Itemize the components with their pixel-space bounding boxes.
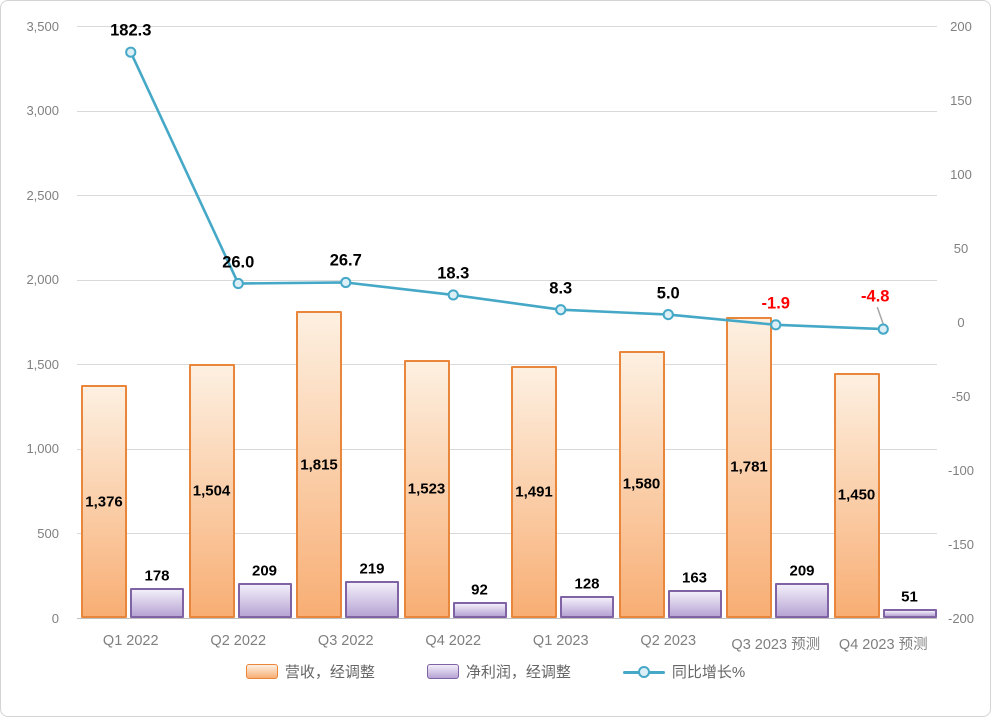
y-axis-tick-right: 100	[950, 166, 972, 182]
x-axis-label: Q4 2023 预测	[838, 637, 928, 653]
revenue-bar-label: 1,781	[730, 458, 768, 476]
x-axis-line	[77, 618, 937, 619]
y-axis-tick-left: 1,500	[26, 356, 59, 372]
revenue-bar	[403, 360, 450, 618]
revenue-bar-label: 1,504	[192, 482, 231, 500]
legend-item-growth: 同比增长%	[622, 661, 746, 682]
gridline	[77, 279, 937, 281]
legend-label: 同比增长%	[671, 664, 746, 681]
revenue-bar-label: 1,450	[837, 486, 876, 504]
net-profit-bar-label: 219	[359, 560, 385, 578]
growth-line-marker	[447, 289, 459, 301]
growth-point-label: 26.0	[222, 253, 255, 272]
legend-item-net-profit: 净利润，经调整	[426, 661, 571, 682]
revenue-bar	[511, 365, 557, 618]
growth-point-label: 182.3	[110, 21, 152, 40]
label-leader-line	[876, 306, 884, 325]
growth-line	[129, 51, 884, 331]
growth-point-label: 5.0	[656, 284, 680, 303]
y-axis-tick-right: 50	[953, 240, 969, 256]
y-axis-tick-right: -100	[947, 462, 975, 478]
net-profit-bar	[345, 580, 399, 618]
net-profit-bar-label: 128	[574, 575, 600, 593]
growth-point-label: -4.8	[861, 287, 890, 306]
revenue-bar	[296, 311, 342, 618]
net-profit-bar	[237, 582, 292, 618]
gridline	[77, 110, 937, 112]
net-profit-bar-label: 209	[251, 562, 278, 580]
x-axis-label: Q3 2022	[317, 633, 374, 649]
revenue-bar	[188, 363, 235, 618]
x-axis-label: Q1 2022	[102, 633, 159, 649]
y-axis-tick-left: 1,000	[26, 441, 59, 457]
revenue-bar-label: 1,376	[85, 493, 123, 511]
net-profit-bar-label: 92	[471, 581, 488, 599]
net-profit-bar	[452, 602, 507, 618]
y-axis-tick-left: 0	[51, 610, 59, 626]
net-profit-bar-label: 163	[681, 569, 708, 587]
legend-label: 营收，经调整	[284, 664, 375, 681]
legend-item-revenue: 营收，经调整	[245, 661, 375, 682]
growth-line-swatch-marker	[637, 665, 650, 678]
net-profit-bar	[560, 596, 614, 618]
x-axis-label: Q1 2023	[532, 633, 589, 649]
net-profit-bar	[667, 590, 722, 618]
net-profit-bar	[130, 587, 184, 618]
y-axis-tick-left: 3,500	[26, 18, 59, 34]
y-axis-tick-right: -150	[947, 536, 975, 552]
y-axis-tick-left: 3,000	[26, 103, 59, 119]
y-axis-tick-right: -50	[951, 388, 971, 404]
gridline	[77, 533, 937, 535]
growth-line-marker	[125, 46, 137, 58]
y-axis-tick-right: 0	[957, 314, 965, 330]
legend-label: 净利润，经调整	[465, 664, 571, 681]
revenue-swatch-icon	[245, 664, 278, 679]
x-axis-label: Q3 2023 预测	[731, 637, 821, 653]
net-profit-bar	[882, 609, 937, 618]
x-axis-label: Q2 2023	[640, 633, 697, 649]
gridline	[77, 448, 937, 450]
growth-point-label: 8.3	[549, 279, 573, 298]
revenue-bar	[81, 385, 127, 618]
gridline	[77, 195, 937, 197]
revenue-bar-label: 1,523	[407, 480, 446, 498]
gridline	[77, 26, 937, 27]
growth-line-marker	[877, 323, 889, 335]
x-axis-label: Q4 2022	[425, 633, 482, 649]
y-axis-tick-left: 500	[37, 525, 59, 541]
y-axis-tick-right: -200	[947, 610, 975, 626]
x-axis-label: Q2 2022	[210, 633, 267, 649]
revenue-bar-label: 1,580	[622, 475, 661, 493]
chart-legend: 营收，经调整 净利润，经调整 同比增长%	[1, 661, 990, 682]
gridline	[77, 364, 937, 366]
growth-line-marker	[555, 304, 567, 316]
revenue-bar	[833, 372, 880, 618]
net-profit-bar-label: 209	[789, 562, 815, 580]
y-axis-tick-left: 2,500	[26, 187, 59, 203]
growth-point-label: -1.9	[761, 294, 790, 313]
y-axis-tick-right: 200	[950, 18, 972, 34]
revenue-bar	[726, 316, 772, 618]
net-profit-bar-label: 51	[901, 588, 918, 606]
net-profit-bar	[775, 582, 829, 618]
growth-point-label: 18.3	[437, 264, 470, 283]
revenue-bar	[618, 350, 665, 618]
growth-line-marker	[662, 309, 674, 321]
revenue-bar-label: 1,815	[300, 456, 338, 473]
growth-line-marker	[770, 319, 782, 331]
growth-point-label: 26.7	[329, 251, 362, 270]
net-profit-bar-label: 178	[144, 567, 170, 585]
growth-line-swatch-icon	[622, 665, 665, 678]
y-axis-tick-right: 150	[950, 92, 972, 108]
y-axis-tick-left: 2,000	[26, 272, 59, 288]
net-profit-swatch-icon	[426, 664, 459, 679]
revenue-bar-label: 1,491	[515, 483, 553, 501]
